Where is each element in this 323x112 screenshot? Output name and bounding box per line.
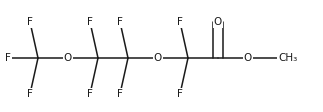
Text: O: O <box>214 17 222 27</box>
Text: F: F <box>177 89 183 99</box>
Text: O: O <box>64 53 72 63</box>
Text: F: F <box>117 17 123 27</box>
Text: F: F <box>27 17 33 27</box>
Text: F: F <box>177 17 183 27</box>
Text: F: F <box>87 89 93 99</box>
Text: F: F <box>87 17 93 27</box>
Text: F: F <box>117 89 123 99</box>
Text: CH₃: CH₃ <box>278 53 297 63</box>
Text: F: F <box>5 53 11 63</box>
Text: O: O <box>154 53 162 63</box>
Text: F: F <box>27 89 33 99</box>
Text: O: O <box>244 53 252 63</box>
